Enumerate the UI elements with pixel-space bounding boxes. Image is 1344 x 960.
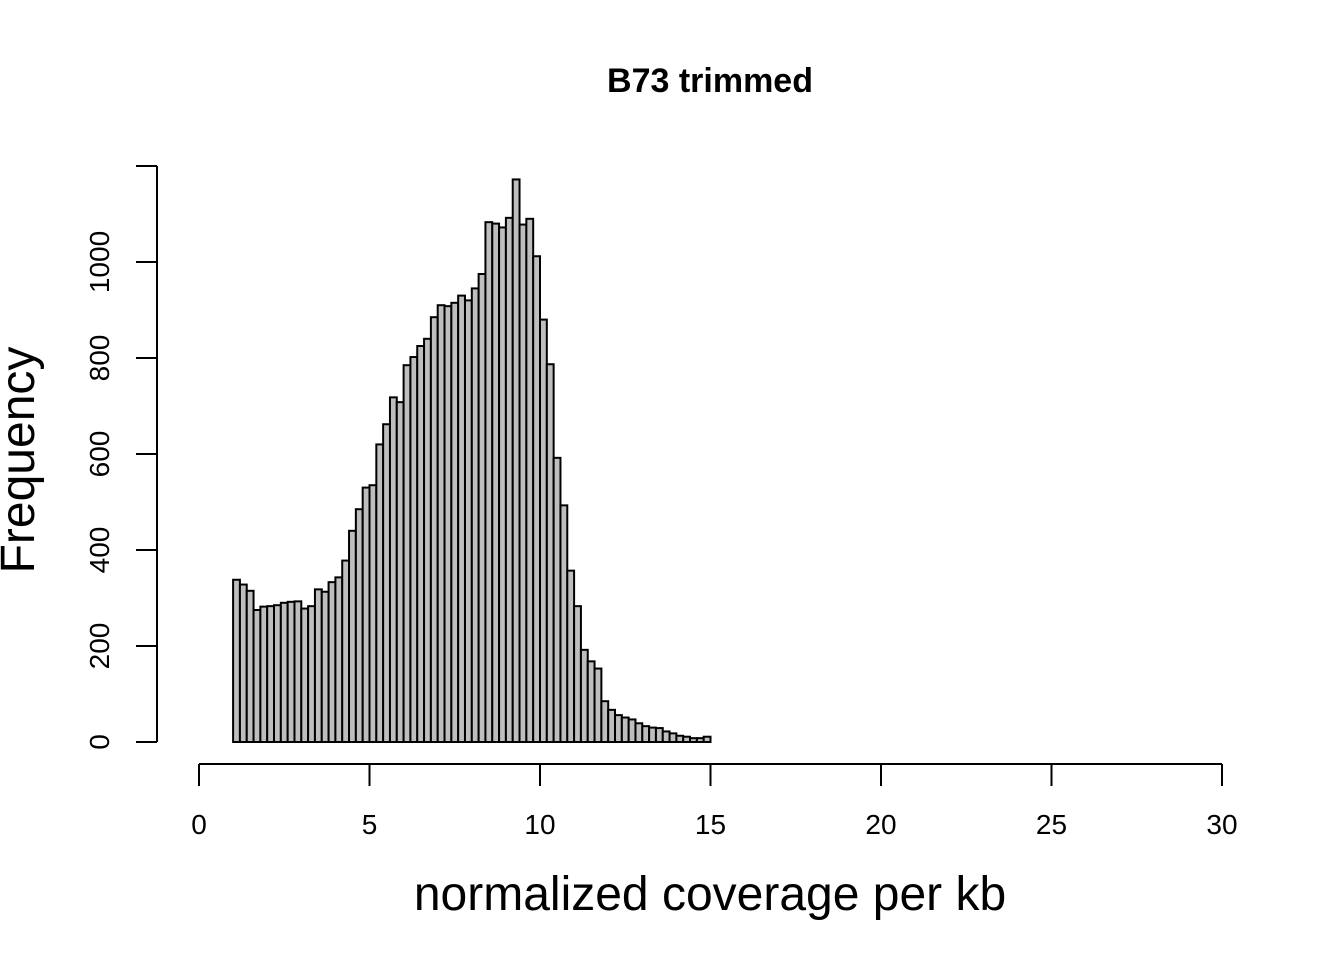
histogram-bar: [313, 588, 323, 743]
histogram-bar: [252, 609, 262, 743]
histogram-bar: [620, 716, 630, 744]
histogram-bar: [593, 667, 603, 743]
histogram-bar: [354, 508, 364, 744]
histogram-bar: [348, 529, 357, 743]
histogram-bar: [259, 605, 269, 744]
x-tick-label: 20: [865, 809, 896, 840]
histogram-bar: [320, 590, 330, 744]
histogram-bar: [402, 364, 412, 743]
histogram-bar: [504, 216, 514, 743]
histogram-bar: [477, 273, 487, 743]
histogram-bars: [232, 178, 712, 744]
y-tick-label: 400: [84, 527, 115, 574]
x-tick-label: 15: [695, 809, 726, 840]
x-axis-label: normalized coverage per kb: [414, 868, 1006, 921]
histogram-bar: [382, 423, 391, 743]
x-tick-label: 25: [1036, 809, 1067, 840]
histogram-bar: [395, 401, 405, 743]
histogram-bar: [450, 301, 460, 743]
histogram-bar: [375, 443, 385, 743]
histogram-bar: [423, 337, 432, 743]
histogram-bar: [361, 486, 371, 743]
histogram-bar: [443, 305, 453, 743]
histogram-bar: [470, 287, 480, 743]
histogram-bar: [586, 660, 596, 743]
histogram-bar: [368, 484, 378, 743]
histogram-bar: [607, 708, 617, 744]
histogram-bar: [273, 604, 282, 744]
histogram-bar: [695, 737, 705, 743]
histogram-bar: [232, 578, 241, 744]
histogram-bar: [552, 456, 562, 743]
y-tick-label: 800: [84, 335, 115, 382]
histogram-bar: [559, 504, 569, 743]
histogram-bar: [498, 226, 507, 743]
histogram-bar: [245, 589, 255, 743]
histogram-bar: [634, 722, 644, 744]
y-axis-label: Frequency: [0, 347, 45, 574]
histogram-bar: [641, 725, 651, 743]
histogram-bar: [457, 294, 466, 743]
histogram-bar: [668, 732, 678, 743]
histogram-bar: [600, 700, 610, 744]
histogram-bar: [416, 345, 426, 743]
histogram-bar: [279, 601, 289, 743]
histogram-bar: [702, 735, 712, 743]
histogram-bar: [648, 726, 657, 743]
y-tick-label: 1000: [84, 231, 115, 293]
histogram-bar: [491, 222, 501, 744]
y-tick-label: 200: [84, 623, 115, 670]
histogram-bar: [307, 605, 316, 743]
histogram-bar: [293, 600, 303, 743]
histogram-bar: [573, 605, 582, 743]
histogram-bar: [682, 735, 692, 743]
histogram-bar: [614, 714, 623, 743]
histogram-bar: [579, 648, 589, 744]
histogram-bar: [327, 581, 337, 743]
histogram-bar: [661, 730, 671, 744]
histogram-bar: [627, 718, 637, 744]
histogram-bar: [539, 318, 548, 743]
histogram-bar: [409, 356, 419, 743]
histogram-bar: [654, 727, 664, 744]
histogram-bar: [266, 605, 276, 743]
histogram-bar: [518, 223, 528, 743]
histogram-bar: [532, 255, 541, 743]
histogram-bar: [238, 583, 248, 743]
x-tick-label: 0: [191, 809, 207, 840]
histogram-bar: [388, 396, 398, 743]
y-axis: 0 200 400 600 800 1000: [84, 165, 158, 750]
histogram-bar: [484, 221, 494, 744]
x-axis: 0 5 10 15 20 25 30: [191, 763, 1238, 840]
chart-title: B73 trimmed: [607, 62, 813, 100]
histogram-bar: [525, 217, 535, 744]
histogram-bar: [286, 600, 296, 744]
histogram-bar: [334, 576, 344, 743]
histogram-bar: [545, 363, 555, 743]
histogram-bar: [689, 737, 698, 743]
histogram-bar: [511, 178, 521, 743]
histogram-bar: [436, 304, 446, 743]
y-tick-label: 600: [84, 431, 115, 478]
histogram-bar: [463, 299, 473, 743]
x-tick-label: 5: [362, 809, 378, 840]
x-tick-label: 30: [1206, 809, 1237, 840]
histogram-bar: [300, 607, 310, 743]
y-tick-label: 0: [84, 734, 115, 750]
histogram-bar: [675, 734, 685, 744]
x-tick-label: 10: [524, 809, 555, 840]
histogram-bar: [341, 559, 351, 743]
histogram-bar: [566, 569, 576, 744]
histogram-bar: [429, 316, 439, 743]
